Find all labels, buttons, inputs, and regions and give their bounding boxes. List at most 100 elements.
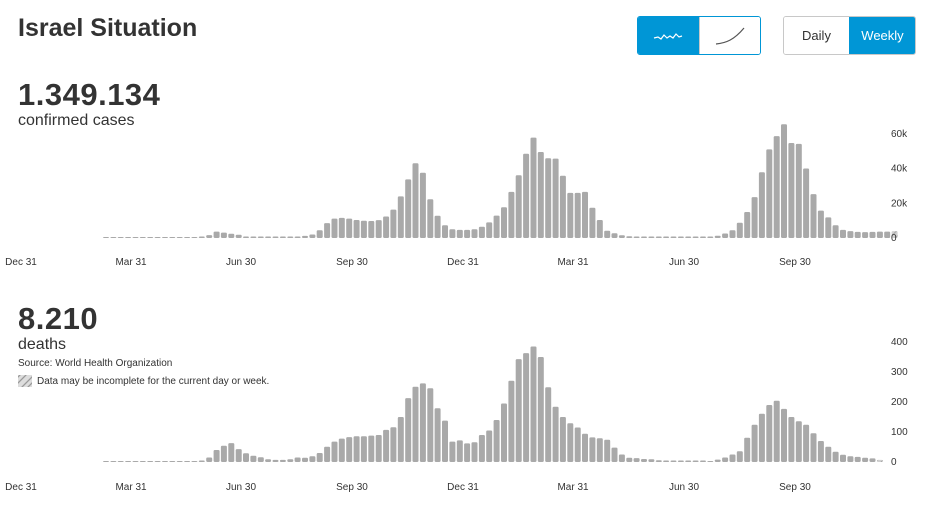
deaths-bar[interactable] xyxy=(685,460,692,463)
deaths-bar[interactable] xyxy=(766,405,773,462)
deaths-bar[interactable] xyxy=(331,441,338,462)
cases-bar[interactable] xyxy=(847,231,854,238)
deaths-bar[interactable] xyxy=(832,451,839,462)
deaths-bar[interactable] xyxy=(287,459,294,462)
deaths-bar[interactable] xyxy=(228,443,235,462)
deaths-bar[interactable] xyxy=(751,424,758,462)
cases-bar[interactable] xyxy=(552,158,559,238)
deaths-bar[interactable] xyxy=(626,457,633,462)
deaths-bar[interactable] xyxy=(707,461,714,462)
cases-bar[interactable] xyxy=(825,217,832,238)
deaths-bar[interactable] xyxy=(368,435,375,462)
cases-bar[interactable] xyxy=(213,231,220,238)
deaths-bar[interactable] xyxy=(419,383,426,462)
deaths-bar[interactable] xyxy=(176,461,183,462)
deaths-bar[interactable] xyxy=(184,461,191,462)
cases-bar[interactable] xyxy=(125,237,132,238)
cases-bar[interactable] xyxy=(589,207,596,238)
cases-bar[interactable] xyxy=(279,236,286,239)
deaths-bar[interactable] xyxy=(206,457,213,463)
cases-bar[interactable] xyxy=(736,222,743,238)
cases-bar[interactable] xyxy=(832,225,839,238)
cases-bar[interactable] xyxy=(235,234,242,238)
cases-bar[interactable] xyxy=(442,225,448,238)
deaths-bar[interactable] xyxy=(744,437,751,462)
deaths-bar[interactable] xyxy=(456,440,463,462)
cases-bar[interactable] xyxy=(117,237,124,238)
cases-bar[interactable] xyxy=(817,210,824,238)
deaths-bar[interactable] xyxy=(243,453,249,462)
cases-bar[interactable] xyxy=(110,237,117,238)
cases-bar[interactable] xyxy=(456,229,463,238)
deaths-bar[interactable] xyxy=(567,423,574,462)
weekly-button[interactable]: Weekly xyxy=(849,17,915,54)
cases-bar[interactable] xyxy=(604,230,611,238)
deaths-bar[interactable] xyxy=(611,447,618,462)
cases-bar[interactable] xyxy=(147,237,154,238)
cases-bar[interactable] xyxy=(243,236,249,239)
cases-bar[interactable] xyxy=(501,207,507,238)
cases-bar[interactable] xyxy=(648,236,655,239)
cases-bar[interactable] xyxy=(294,236,301,239)
cases-bar[interactable] xyxy=(766,149,773,238)
cases-bar[interactable] xyxy=(287,236,294,239)
deaths-bar[interactable] xyxy=(773,400,780,462)
deaths-bar[interactable] xyxy=(545,387,552,462)
deaths-bar[interactable] xyxy=(279,459,286,462)
cases-bar[interactable] xyxy=(427,199,434,238)
deaths-bar[interactable] xyxy=(663,460,670,463)
deaths-bar[interactable] xyxy=(103,461,109,462)
cases-bar[interactable] xyxy=(567,192,574,238)
cases-bar[interactable] xyxy=(169,237,176,238)
deaths-bar[interactable] xyxy=(795,421,802,462)
cases-bar[interactable] xyxy=(700,236,706,239)
deaths-bar[interactable] xyxy=(449,441,456,462)
cases-bar[interactable] xyxy=(574,192,581,238)
cases-bar[interactable] xyxy=(729,230,736,238)
cases-bar[interactable] xyxy=(184,237,191,238)
deaths-bar[interactable] xyxy=(840,454,846,462)
cases-bar[interactable] xyxy=(559,175,566,238)
deaths-bar[interactable] xyxy=(670,460,677,463)
cases-bar[interactable] xyxy=(891,231,898,238)
deaths-bar[interactable] xyxy=(220,445,227,462)
deaths-bar[interactable] xyxy=(397,417,404,462)
cases-bar[interactable] xyxy=(670,236,677,239)
cases-bar[interactable] xyxy=(714,235,721,238)
deaths-bar[interactable] xyxy=(338,438,345,462)
deaths-bar[interactable] xyxy=(537,357,544,462)
deaths-bar[interactable] xyxy=(434,408,441,462)
cases-bar[interactable] xyxy=(206,235,213,238)
cases-bar[interactable] xyxy=(250,236,257,239)
cases-bar[interactable] xyxy=(346,218,353,238)
deaths-bar[interactable] xyxy=(125,461,132,462)
deaths-bar[interactable] xyxy=(633,458,640,462)
deaths-bar[interactable] xyxy=(817,441,824,462)
cases-bar[interactable] xyxy=(884,231,891,238)
cases-bar[interactable] xyxy=(412,163,419,238)
cases-bar[interactable] xyxy=(405,179,412,238)
deaths-bar[interactable] xyxy=(604,439,611,462)
deaths-bar[interactable] xyxy=(729,454,736,463)
deaths-bar[interactable] xyxy=(471,442,478,462)
deaths-bar[interactable] xyxy=(110,461,117,462)
deaths-bar[interactable] xyxy=(618,454,625,463)
cases-bar[interactable] xyxy=(626,236,633,238)
cases-bar[interactable] xyxy=(854,231,861,238)
cases-bar[interactable] xyxy=(810,194,817,238)
deaths-bar[interactable] xyxy=(427,388,434,462)
deaths-bar[interactable] xyxy=(464,443,471,462)
deaths-bar[interactable] xyxy=(714,459,721,462)
cases-bar[interactable] xyxy=(618,235,625,238)
cases-bar[interactable] xyxy=(611,233,618,238)
deaths-bar[interactable] xyxy=(847,456,854,462)
cases-bar[interactable] xyxy=(840,229,846,238)
deaths-bar[interactable] xyxy=(515,359,522,462)
cases-bar[interactable] xyxy=(803,168,810,239)
deaths-bar[interactable] xyxy=(803,424,810,462)
cases-bar[interactable] xyxy=(744,212,751,238)
cases-bar[interactable] xyxy=(545,158,552,238)
deaths-bar[interactable] xyxy=(493,420,500,462)
deaths-bar[interactable] xyxy=(655,460,662,462)
deaths-bar[interactable] xyxy=(825,446,832,462)
